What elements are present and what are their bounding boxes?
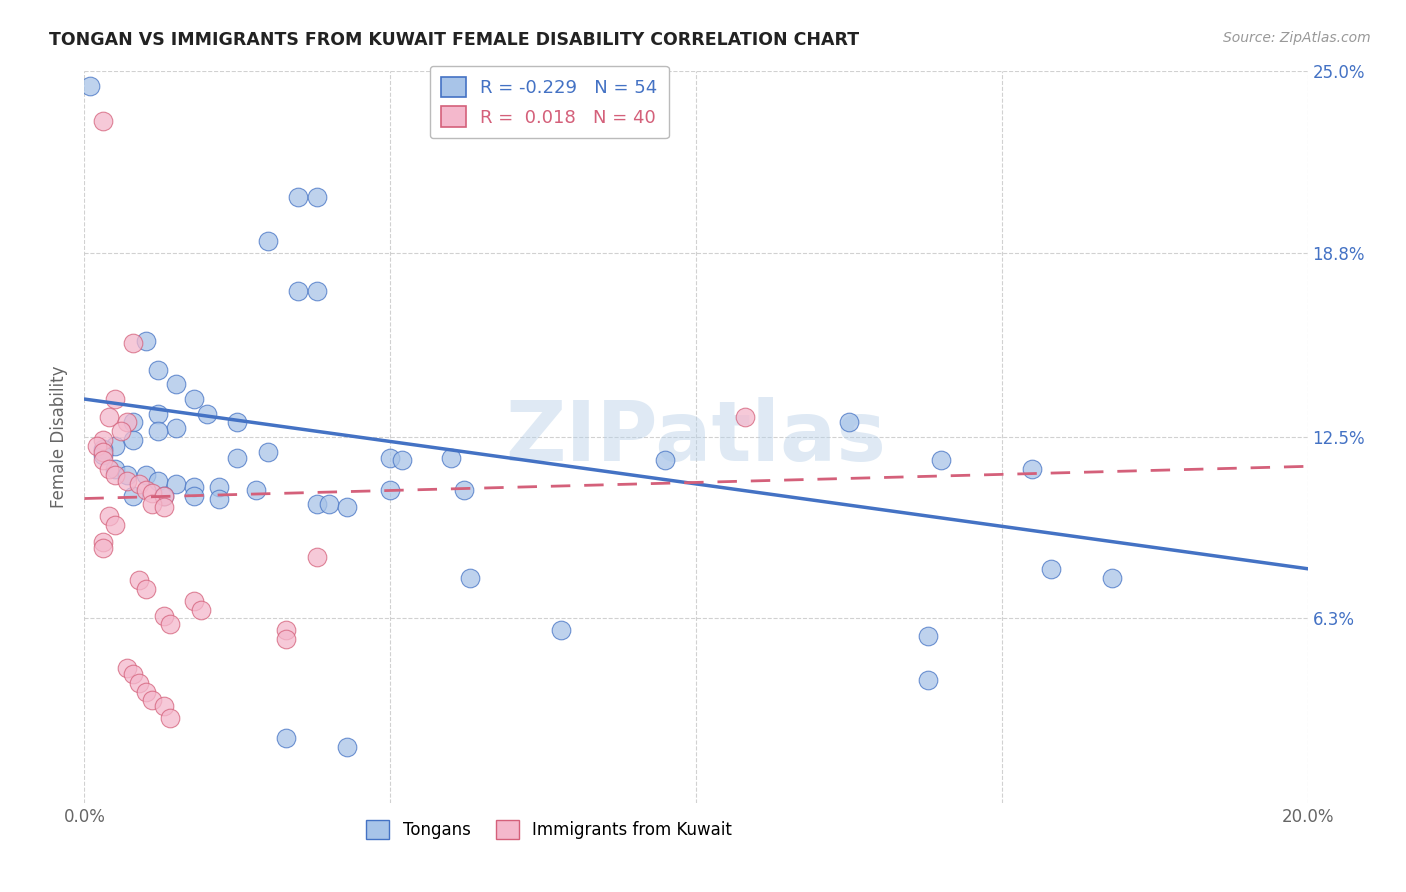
Point [135,334,157,348]
Point [380,450,402,465]
Point [153,608,176,623]
Point [122,667,145,681]
Point [153,489,176,503]
Point [917,629,939,643]
Point [146,407,169,421]
Point [245,483,267,497]
Point [183,489,205,503]
Point [165,421,187,435]
Point [86,439,108,453]
Point [1039,562,1062,576]
Point [135,483,157,497]
Point [122,489,145,503]
Point [183,594,205,608]
Text: TONGAN VS IMMIGRANTS FROM KUWAIT FEMALE DISABILITY CORRELATION CHART: TONGAN VS IMMIGRANTS FROM KUWAIT FEMALE … [49,31,859,49]
Point [153,500,176,515]
Point [336,740,359,755]
Point [141,485,163,500]
Point [97,462,120,476]
Point [453,483,475,497]
Text: ZIPatlas: ZIPatlas [506,397,886,477]
Point [97,509,120,524]
Point [654,453,676,467]
Point [91,541,114,556]
Point [128,676,150,690]
Point [165,377,187,392]
Point [458,570,481,584]
Point [183,480,205,494]
Point [276,632,298,646]
Point [917,673,939,687]
Point [838,416,860,430]
Point [146,474,169,488]
Point [190,603,212,617]
Point [287,190,309,204]
Point [122,336,145,351]
Point [91,448,114,462]
Point [226,450,249,465]
Point [1101,570,1123,584]
Point [257,444,280,458]
Point [550,623,572,637]
Point [104,517,127,532]
Point [115,468,138,483]
Point [336,500,359,515]
Text: Source: ZipAtlas.com: Source: ZipAtlas.com [1223,31,1371,45]
Point [128,476,150,491]
Point [165,476,187,491]
Point [91,442,114,456]
Point [115,416,138,430]
Point [115,474,138,488]
Y-axis label: Female Disability: Female Disability [51,366,69,508]
Point [391,453,413,467]
Point [110,424,132,438]
Point [91,453,114,467]
Point [135,468,157,483]
Point [91,535,114,549]
Legend: Tongans, Immigrants from Kuwait: Tongans, Immigrants from Kuwait [360,814,740,846]
Point [226,416,249,430]
Point [929,453,952,467]
Point [146,363,169,377]
Point [287,284,309,298]
Point [122,433,145,447]
Point [257,234,280,248]
Point [208,480,231,494]
Point [91,114,114,128]
Point [146,424,169,438]
Point [276,731,298,746]
Point [153,699,176,714]
Point [91,433,114,447]
Point [276,623,298,637]
Point [135,684,157,698]
Point [305,549,328,564]
Point [104,392,127,406]
Point [128,574,150,588]
Point [91,444,114,458]
Point [183,392,205,406]
Point [195,407,218,421]
Point [104,468,127,483]
Point [79,78,101,93]
Point [115,661,138,675]
Point [141,693,163,707]
Point [1021,462,1043,476]
Point [122,416,145,430]
Point [104,439,127,453]
Point [305,284,328,298]
Point [104,462,127,476]
Point [153,489,176,503]
Point [305,190,328,204]
Point [734,409,756,424]
Point [97,409,120,424]
Point [380,483,402,497]
Point [159,711,181,725]
Point [440,450,463,465]
Point [208,491,231,506]
Point [305,497,328,511]
Point [318,497,340,511]
Point [141,497,163,511]
Point [159,617,181,632]
Point [135,582,157,597]
